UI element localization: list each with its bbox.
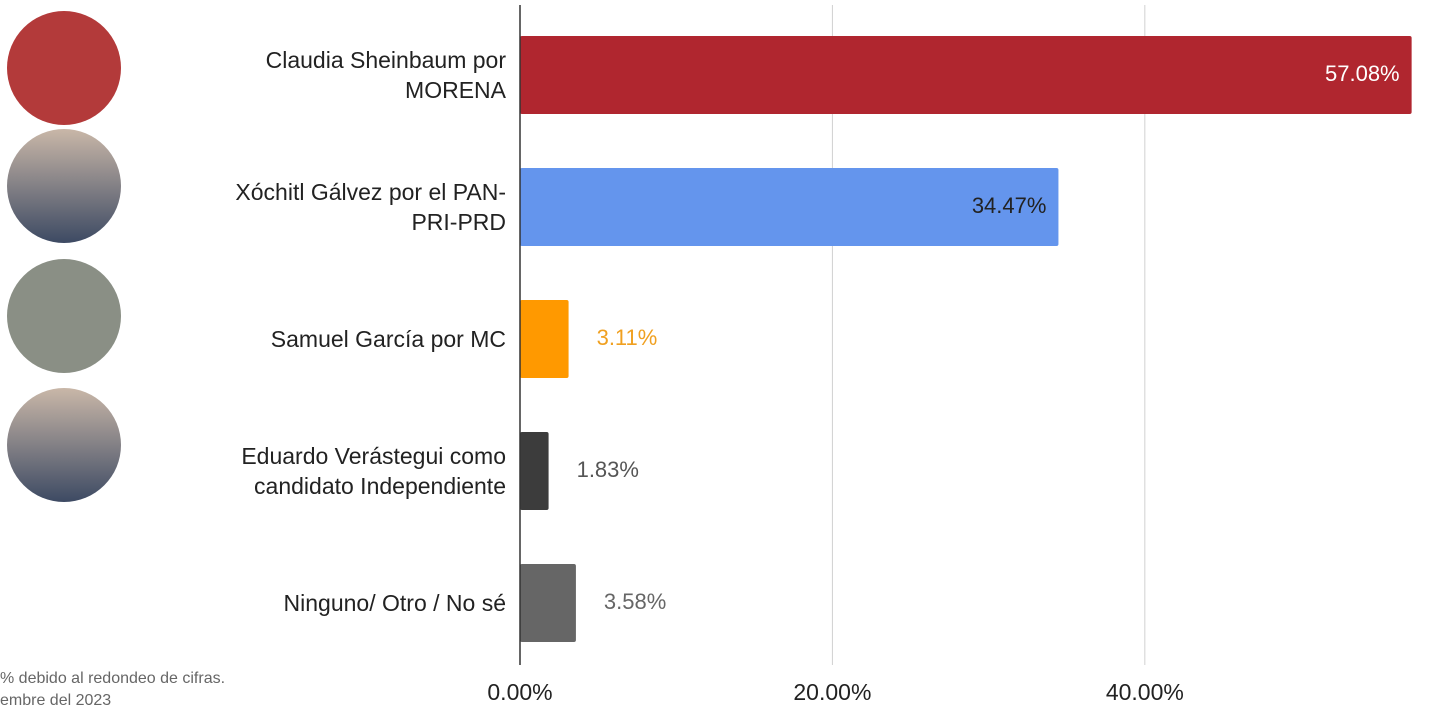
photo	[7, 388, 121, 502]
bar	[520, 36, 1412, 114]
bar	[520, 564, 576, 642]
category-label: Claudia Sheinbaum por MORENA	[265, 47, 506, 103]
bar	[520, 168, 1059, 246]
note: embre del 2023	[0, 692, 112, 706]
photo	[7, 259, 121, 373]
x-tick-label: 40.00%	[1106, 679, 1184, 705]
value-label: 1.83%	[577, 457, 639, 482]
bar	[520, 300, 569, 378]
category-label: Xóchitl Gálvez por el PAN- PRI-PRD	[235, 179, 506, 235]
bar	[520, 432, 549, 510]
photo	[7, 11, 121, 125]
category-label: Samuel García por MC	[270, 326, 506, 352]
value-label: 34.47%	[972, 193, 1047, 218]
x-tick-label: 20.00%	[793, 679, 871, 705]
category-label: Eduardo Verástegui como candidato Indepe…	[241, 443, 506, 499]
value-label: 3.58%	[604, 589, 666, 614]
photo	[7, 129, 121, 243]
value-label: 57.08%	[1325, 61, 1400, 86]
category-label: Ninguno/ Otro / No sé	[283, 590, 506, 616]
x-tick-label: 0.00%	[487, 679, 552, 705]
note: % debido al redondeo de cifras.	[0, 670, 226, 687]
value-label: 3.11%	[597, 325, 658, 350]
